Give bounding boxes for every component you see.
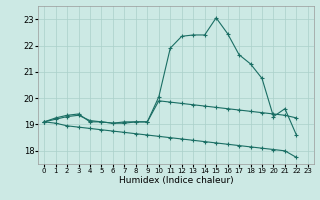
X-axis label: Humidex (Indice chaleur): Humidex (Indice chaleur) — [119, 176, 233, 185]
